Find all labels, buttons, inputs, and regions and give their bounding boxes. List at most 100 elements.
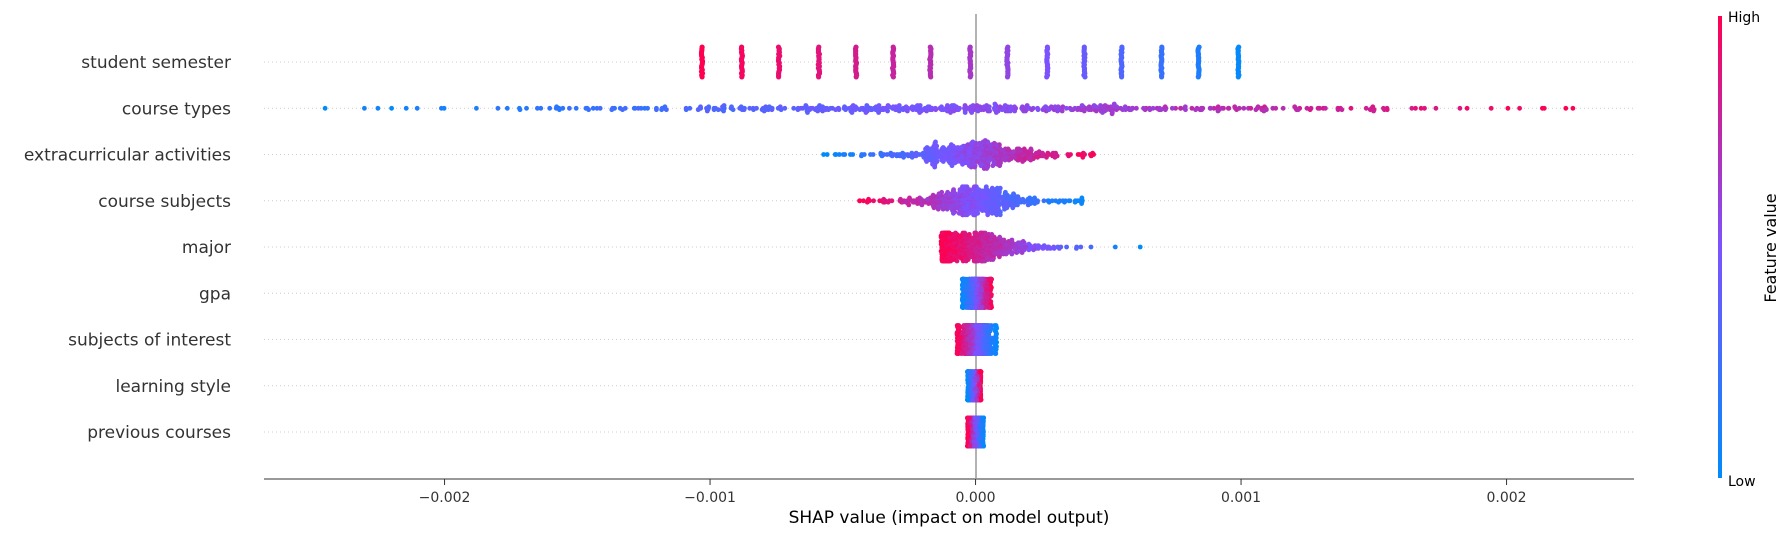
data-points (322, 44, 1576, 449)
data-point (721, 108, 726, 114)
data-point (917, 110, 923, 115)
data-point (1248, 105, 1254, 111)
data-point (1008, 156, 1014, 162)
data-point (941, 157, 947, 163)
data-point (928, 74, 934, 80)
data-point (896, 108, 902, 114)
data-point (1022, 244, 1028, 250)
data-point (1001, 237, 1007, 243)
data-point (1225, 105, 1231, 111)
data-point (1422, 105, 1427, 111)
data-point (535, 105, 540, 111)
data-point (1021, 146, 1027, 152)
data-point (441, 105, 447, 111)
data-point (1036, 149, 1042, 155)
data-point (1006, 239, 1012, 244)
data-point (979, 258, 985, 264)
data-point (1119, 74, 1125, 80)
data-point (909, 154, 915, 160)
data-point (1010, 243, 1016, 249)
data-point (948, 205, 954, 211)
data-point (747, 105, 753, 111)
data-point (1236, 105, 1242, 111)
data-point (967, 369, 972, 375)
data-point (983, 184, 989, 190)
data-point (777, 104, 783, 110)
data-point (966, 163, 972, 169)
data-point (1038, 244, 1043, 250)
data-point (951, 257, 957, 262)
data-point (881, 107, 886, 113)
data-point (1048, 104, 1054, 110)
data-point (1026, 241, 1032, 247)
data-point (924, 108, 929, 114)
data-point (890, 104, 896, 110)
data-point (987, 108, 992, 114)
data-point (1011, 149, 1017, 155)
data-point (993, 142, 999, 148)
data-point (1317, 105, 1322, 111)
data-point (958, 145, 964, 150)
data-point (1046, 152, 1052, 157)
data-point (704, 105, 709, 111)
data-point (1043, 104, 1048, 110)
data-point (524, 105, 529, 111)
data-point (924, 159, 929, 164)
data-point (991, 105, 997, 111)
data-point (1078, 244, 1084, 250)
data-point (975, 108, 981, 114)
data-point (654, 107, 659, 113)
data-point (821, 152, 826, 157)
data-point (322, 105, 328, 111)
data-point (982, 323, 988, 328)
x-tick-label: 0.001 (1221, 490, 1261, 506)
data-point (1109, 111, 1115, 117)
data-point (985, 257, 991, 262)
data-point (1011, 191, 1016, 197)
data-point (1134, 105, 1139, 111)
data-point (857, 198, 863, 204)
data-point (973, 230, 979, 236)
data-point (913, 104, 919, 110)
data-point (922, 199, 928, 205)
data-point (982, 230, 988, 236)
data-point (842, 104, 847, 110)
data-point (997, 254, 1002, 260)
data-point (933, 139, 938, 145)
data-point (810, 105, 815, 111)
data-point (414, 105, 420, 111)
data-point (985, 304, 991, 310)
data-point (1016, 157, 1021, 163)
data-point (975, 159, 980, 164)
data-point (920, 150, 926, 156)
data-point (933, 107, 939, 113)
data-point (954, 351, 960, 356)
data-point (698, 104, 703, 110)
data-point (1178, 105, 1183, 111)
feature-label: course types (122, 99, 231, 119)
data-point (979, 230, 985, 236)
data-point (1044, 74, 1050, 80)
data-point (939, 258, 945, 264)
data-point (990, 163, 996, 169)
data-point (857, 107, 863, 113)
data-point (1540, 105, 1545, 111)
data-point (900, 150, 905, 156)
data-point (1433, 105, 1439, 111)
data-point (997, 234, 1003, 240)
data-point (930, 192, 936, 198)
data-point (977, 140, 982, 146)
data-point (870, 152, 876, 157)
data-point (659, 107, 664, 113)
x-tick-label: 0.000 (956, 490, 996, 506)
data-point (1128, 107, 1134, 113)
data-point (983, 208, 988, 214)
data-point (554, 104, 559, 110)
data-point (974, 397, 980, 403)
data-point (947, 145, 952, 150)
data-point (597, 105, 603, 111)
data-point (538, 105, 544, 111)
data-point (974, 145, 980, 150)
data-point (962, 323, 968, 328)
data-point (935, 154, 941, 160)
